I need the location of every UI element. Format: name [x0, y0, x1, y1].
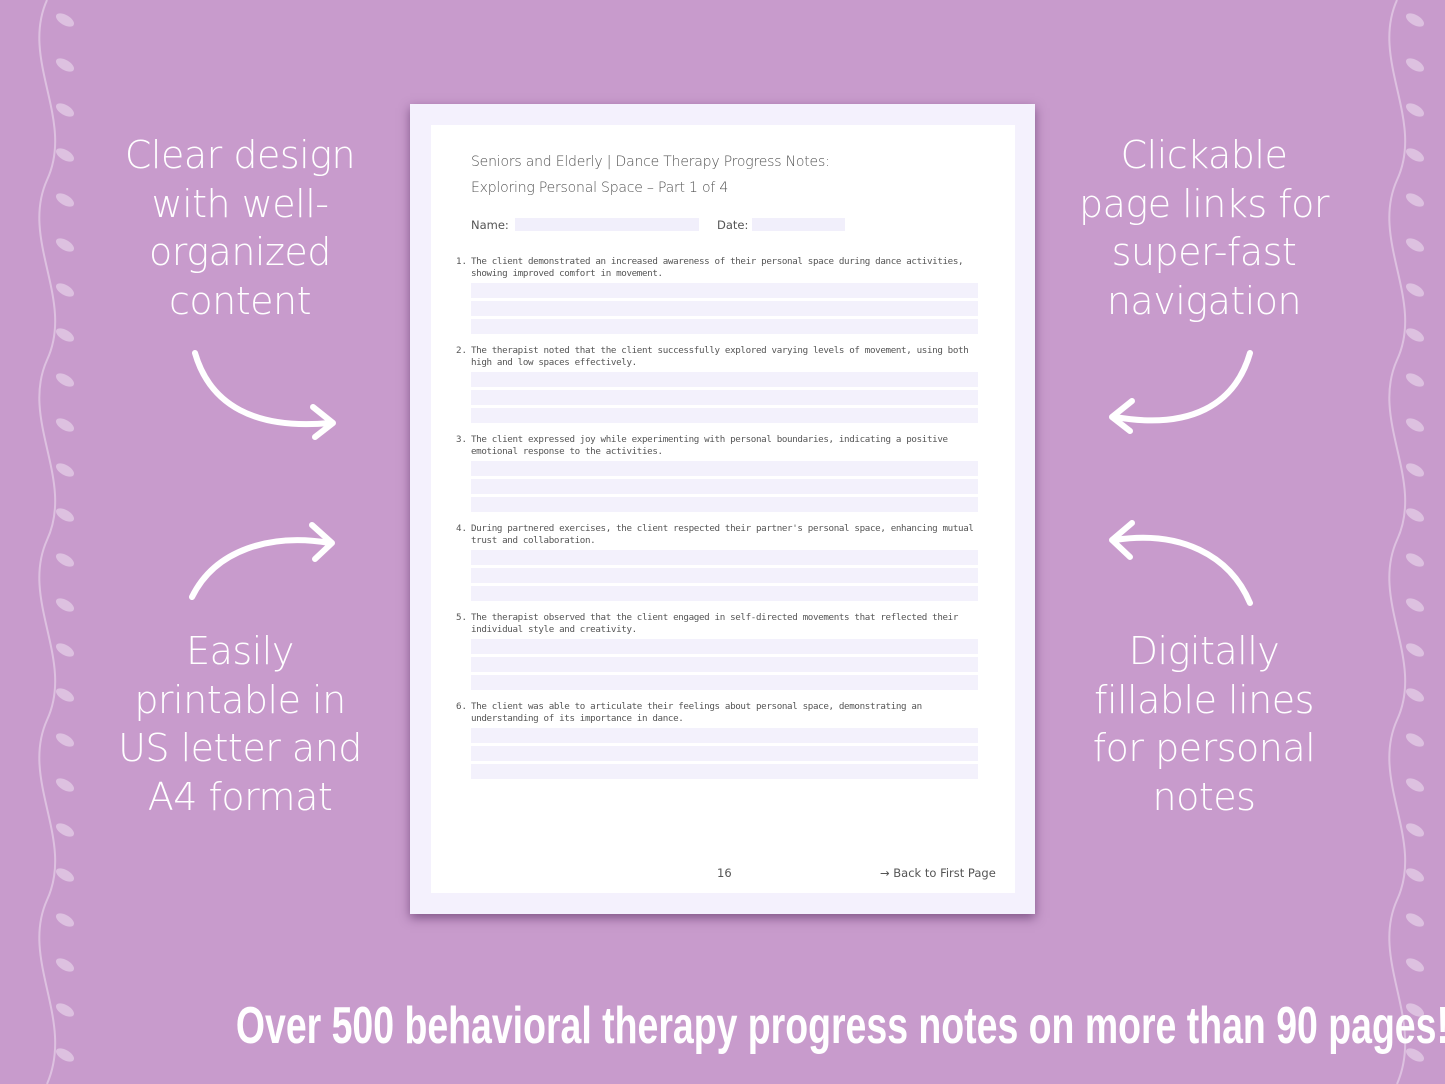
fillable-line[interactable] [471, 372, 978, 387]
item-text: The therapist observed that the client e… [471, 612, 959, 636]
item-number: 6. [456, 701, 468, 712]
item-text: During partnered exercises, the client r… [471, 523, 974, 547]
item-text: The therapist noted that the client succ… [471, 345, 969, 369]
feature-line: content [169, 278, 312, 323]
document-title: Seniors and Elderly | Dance Therapy Prog… [471, 154, 830, 170]
fillable-line[interactable] [471, 319, 978, 334]
feature-line: Easily [186, 629, 294, 673]
fillable-line[interactable] [471, 657, 978, 672]
item-number: 3. [456, 434, 468, 445]
fillable-line[interactable] [471, 639, 978, 654]
feature-clickable-links: Clickable page links for super-fast navi… [1054, 131, 1354, 325]
name-field[interactable] [515, 218, 699, 231]
banner-text: Over 500 behavioral therapy progress not… [235, 997, 1445, 1055]
fillable-line[interactable] [471, 390, 978, 405]
feature-fillable-lines: Digitally fillable lines for personal no… [1054, 627, 1354, 821]
feature-printable: Easily printable in US letter and A4 for… [90, 627, 390, 821]
fillable-line[interactable] [471, 301, 978, 316]
document-page-preview: Seniors and Elderly | Dance Therapy Prog… [410, 104, 1035, 914]
feature-line: Clear design [124, 133, 356, 177]
fillable-line[interactable] [471, 728, 978, 743]
feature-clear-design: Clear design with well- organized conten… [90, 131, 390, 325]
fillable-line[interactable] [471, 568, 978, 583]
document-subtitle: Exploring Personal Space – Part 1 of 4 [471, 180, 729, 196]
curved-arrow-icon [192, 350, 336, 440]
feature-line: with well- [151, 181, 329, 226]
promo-banner: Over 500 behavioral therapy progress not… [0, 996, 1445, 1056]
fillable-line[interactable] [471, 550, 978, 565]
fillable-line[interactable] [471, 586, 978, 601]
fillable-line[interactable] [471, 479, 978, 494]
fillable-line[interactable] [471, 746, 978, 761]
curved-arrow-icon [189, 522, 335, 600]
feature-line: A4 format [147, 774, 333, 819]
fillable-line[interactable] [471, 764, 978, 779]
item-number: 5. [456, 612, 468, 623]
curved-arrow-icon [1109, 350, 1253, 434]
feature-line: notes [1152, 774, 1256, 819]
feature-line: Clickable [1120, 133, 1288, 177]
feature-line: page links for [1078, 181, 1330, 226]
feature-line: printable in [134, 677, 346, 722]
fillable-line[interactable] [471, 283, 978, 298]
item-number: 2. [456, 345, 468, 356]
feature-line: for personal [1092, 726, 1316, 770]
item-text: The client was able to articulate their … [471, 701, 922, 725]
fillable-line[interactable] [471, 497, 978, 512]
floral-border-left [38, 0, 75, 1084]
back-to-first-page-link[interactable]: → Back to First Page [880, 866, 996, 880]
floral-border-right [1388, 0, 1425, 1084]
item-number: 1. [456, 256, 468, 267]
feature-line: Digitally [1128, 629, 1280, 673]
name-label: Name: [471, 218, 509, 232]
date-label: Date: [717, 218, 749, 232]
page-content: Seniors and Elderly | Dance Therapy Prog… [431, 125, 1015, 893]
feature-line: fillable lines [1094, 677, 1314, 722]
curved-arrow-icon [1109, 520, 1253, 606]
page-number: 16 [717, 866, 732, 880]
fillable-line[interactable] [471, 461, 978, 476]
item-text: The client expressed joy while experimen… [471, 434, 948, 458]
fillable-line[interactable] [471, 675, 978, 690]
feature-line: navigation [1106, 278, 1302, 323]
feature-line: organized [149, 230, 331, 274]
item-number: 4. [456, 523, 468, 534]
fillable-line[interactable] [471, 408, 978, 423]
feature-line: US letter and [118, 726, 362, 770]
feature-line: super-fast [1111, 230, 1297, 274]
date-field[interactable] [752, 218, 845, 231]
item-text: The client demonstrated an increased awa… [471, 256, 964, 280]
